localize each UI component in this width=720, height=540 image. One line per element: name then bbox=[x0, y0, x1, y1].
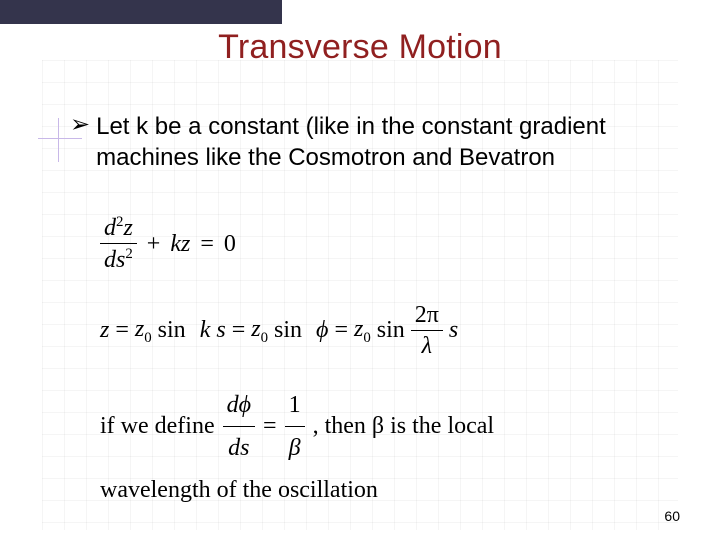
eq3-num: dϕ bbox=[223, 386, 255, 424]
eq3-fraction-lhs: dϕ ds bbox=[223, 386, 255, 468]
bullet-glyph-icon: ➢ bbox=[70, 112, 90, 138]
eq2-z0a-sub: 0 bbox=[144, 329, 151, 345]
eq2-eq2: = bbox=[232, 317, 246, 343]
eq1-equals: = bbox=[200, 231, 214, 257]
eq2-fraction: 2π λ bbox=[411, 302, 443, 360]
page-number: 60 bbox=[664, 508, 680, 524]
eq2-sin-c: sin bbox=[377, 317, 405, 343]
eq3-fraction-rhs: 1 β bbox=[285, 386, 305, 468]
math-area: d2z ds2 + kz = 0 z = z0 sin ks = z0 sin bbox=[100, 214, 630, 504]
eq1-den-sup: 2 bbox=[125, 246, 132, 262]
eq2-eq3: = bbox=[334, 317, 348, 343]
eq2-frac-den: λ bbox=[418, 333, 436, 359]
eq3-tail: , then β is the local bbox=[313, 407, 495, 445]
eq2-k: k bbox=[200, 317, 211, 343]
eq1-plus: + bbox=[147, 231, 161, 257]
eq2-z0b: z bbox=[251, 316, 260, 342]
eq1-ds: ds bbox=[104, 247, 125, 273]
eq1-kz: kz bbox=[170, 231, 190, 257]
eq2-z0c-sub: 0 bbox=[363, 329, 370, 345]
equation-4: wavelength of the oscillation bbox=[100, 477, 630, 503]
equation-1: d2z ds2 + kz = 0 bbox=[100, 214, 630, 274]
slide: Transverse Motion ➢ Let k be a constant … bbox=[0, 0, 720, 540]
eq2-sin-b: sin bbox=[274, 317, 302, 343]
eq2-phi: ϕ bbox=[316, 317, 328, 343]
eq2-z0b-sub: 0 bbox=[261, 329, 268, 345]
eq2-z: z bbox=[100, 317, 109, 343]
equation-2: z = z0 sin ks = z0 sin ϕ = z0 sin 2π λ s bbox=[100, 302, 630, 360]
eq3-rhs-den: β bbox=[285, 429, 305, 467]
eq2-s2: s bbox=[449, 317, 458, 343]
eq1-d: d bbox=[104, 215, 116, 241]
slide-title: Transverse Motion bbox=[0, 28, 720, 67]
bullet-text: Let k be a constant (like in the constan… bbox=[96, 112, 664, 173]
accent-cross-vertical bbox=[58, 118, 59, 162]
bullet-item: ➢ Let k be a constant (like in the const… bbox=[70, 112, 664, 173]
eq1-zero: 0 bbox=[224, 231, 236, 257]
eq1-z: z bbox=[123, 215, 132, 241]
eq2-eq1: = bbox=[115, 317, 129, 343]
equation-3: if we define dϕ ds = 1 β , then β is the… bbox=[100, 386, 630, 468]
eq2-sin-a: sin bbox=[158, 317, 186, 343]
eq2-frac-num: 2π bbox=[411, 302, 443, 328]
eq3-rhs-num: 1 bbox=[285, 386, 305, 424]
eq3-den: ds bbox=[224, 429, 253, 467]
eq1-fraction: d2z ds2 bbox=[100, 214, 137, 274]
eq2-s1: s bbox=[216, 317, 225, 343]
eq2-z0a: z bbox=[135, 316, 144, 342]
eq3-eq: = bbox=[263, 407, 277, 445]
eq3-intro: if we define bbox=[100, 407, 215, 445]
eq2-z0c: z bbox=[354, 316, 363, 342]
topbar bbox=[0, 0, 282, 24]
